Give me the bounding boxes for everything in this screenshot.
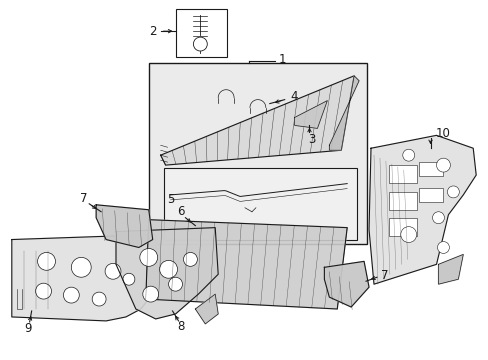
Circle shape	[400, 227, 416, 243]
Text: 9: 9	[24, 322, 31, 336]
Circle shape	[447, 186, 458, 198]
Text: 3: 3	[307, 133, 315, 146]
Circle shape	[122, 273, 135, 285]
Bar	[388, 192, 416, 210]
Bar	[388, 165, 416, 183]
Text: 7: 7	[80, 192, 87, 205]
Polygon shape	[12, 235, 158, 321]
Text: 7: 7	[380, 269, 388, 282]
Circle shape	[168, 277, 182, 291]
Polygon shape	[145, 220, 346, 309]
Text: 10: 10	[435, 127, 450, 140]
Polygon shape	[328, 76, 358, 150]
Bar	[418, 188, 443, 202]
Circle shape	[142, 286, 158, 302]
Circle shape	[140, 248, 157, 266]
Circle shape	[63, 287, 79, 303]
Text: 5: 5	[166, 193, 174, 206]
Circle shape	[38, 252, 55, 270]
Circle shape	[432, 212, 444, 224]
Circle shape	[36, 283, 51, 299]
Text: 1: 1	[278, 53, 286, 67]
Polygon shape	[116, 228, 218, 319]
Polygon shape	[368, 135, 475, 284]
Circle shape	[436, 158, 449, 172]
Circle shape	[105, 264, 121, 279]
Polygon shape	[195, 294, 218, 324]
Polygon shape	[161, 76, 353, 165]
Text: 4: 4	[290, 90, 298, 103]
Text: 2: 2	[149, 24, 156, 38]
Circle shape	[160, 260, 177, 278]
Bar	[175, 9, 226, 57]
Circle shape	[402, 149, 414, 161]
Bar	[388, 218, 416, 235]
Circle shape	[92, 292, 106, 306]
Text: 8: 8	[177, 320, 184, 333]
Circle shape	[183, 252, 197, 266]
Bar	[163, 168, 356, 239]
Circle shape	[193, 37, 207, 51]
Circle shape	[437, 242, 448, 253]
Bar	[418, 162, 443, 176]
Circle shape	[71, 257, 91, 277]
Polygon shape	[438, 255, 462, 284]
Text: 6: 6	[176, 205, 184, 218]
Polygon shape	[294, 100, 326, 129]
Polygon shape	[96, 205, 152, 247]
Polygon shape	[324, 261, 368, 307]
Bar	[148, 63, 366, 244]
